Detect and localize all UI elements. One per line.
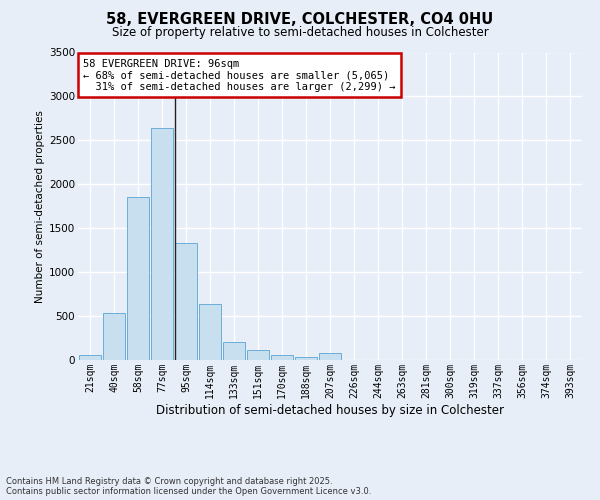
Text: Contains HM Land Registry data © Crown copyright and database right 2025.
Contai: Contains HM Land Registry data © Crown c… — [6, 476, 371, 496]
Bar — [295, 358, 317, 360]
Y-axis label: Number of semi-detached properties: Number of semi-detached properties — [35, 110, 45, 302]
Bar — [127, 196, 149, 360]
Bar — [79, 354, 101, 360]
Text: 58, EVERGREEN DRIVE, COLCHESTER, CO4 0HU: 58, EVERGREEN DRIVE, COLCHESTER, CO4 0HU — [106, 12, 494, 28]
Bar — [103, 314, 125, 360]
X-axis label: Distribution of semi-detached houses by size in Colchester: Distribution of semi-detached houses by … — [156, 404, 504, 416]
Bar — [175, 243, 197, 360]
Bar — [271, 354, 293, 360]
Bar — [247, 350, 269, 360]
Text: Size of property relative to semi-detached houses in Colchester: Size of property relative to semi-detach… — [112, 26, 488, 39]
Text: 58 EVERGREEN DRIVE: 96sqm
← 68% of semi-detached houses are smaller (5,065)
  31: 58 EVERGREEN DRIVE: 96sqm ← 68% of semi-… — [83, 58, 395, 92]
Bar — [319, 353, 341, 360]
Bar — [151, 128, 173, 360]
Bar — [223, 342, 245, 360]
Bar — [199, 304, 221, 360]
